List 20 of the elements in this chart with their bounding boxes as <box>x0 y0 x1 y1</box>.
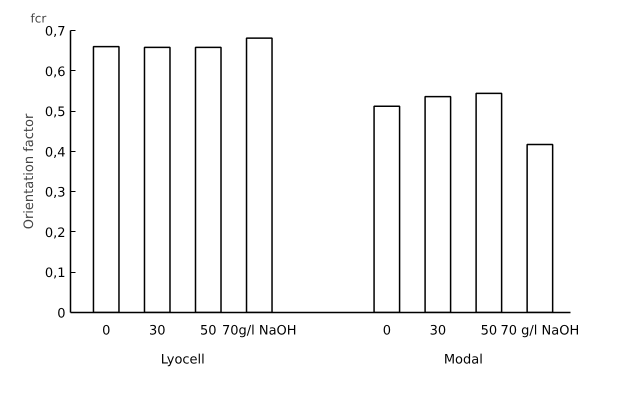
text: Modal <box>444 352 483 368</box>
x-tick-label: 30 <box>430 324 446 338</box>
y-tick-label: 0,1 <box>44 266 66 282</box>
x-tick-label: 50 <box>480 324 498 338</box>
text: Lyocell <box>160 352 205 368</box>
y-tick-label: 0,3 <box>44 186 66 201</box>
x-tick-label: 70g/l NaOH <box>222 324 297 338</box>
y-tick-label: 0 <box>57 306 66 322</box>
y-tick-label: 0,7 <box>44 24 66 40</box>
y-axis-title: Orientation factor <box>22 113 37 230</box>
y-tick-label: 0,2 <box>44 226 66 241</box>
x-tick-label: 0 <box>102 324 110 338</box>
y-tick-label: 0,4 <box>44 145 66 160</box>
chart-title: fcr <box>30 12 46 26</box>
x-tick-label: 30 <box>148 324 166 338</box>
x-tick-label: 0 <box>382 324 391 338</box>
x-tick-label: 50 <box>200 324 217 338</box>
y-tick-label: 0,6 <box>44 64 66 80</box>
y-tick-label: 0,5 <box>44 105 66 120</box>
x-tick-label: 70 g/l NaOH <box>500 324 580 338</box>
